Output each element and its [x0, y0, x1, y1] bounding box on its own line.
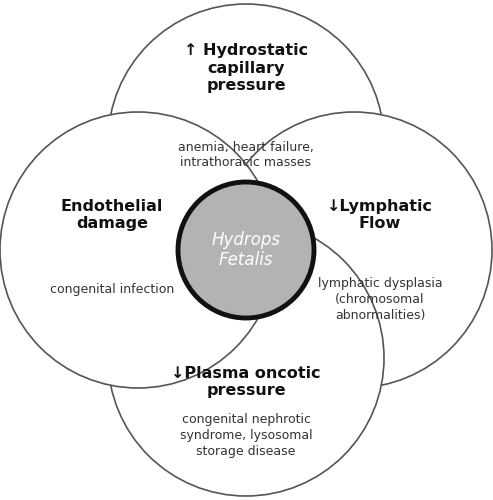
Circle shape — [108, 220, 384, 496]
Text: lymphatic dysplasia
(chromosomal
abnormalities): lymphatic dysplasia (chromosomal abnorma… — [317, 278, 442, 322]
Circle shape — [0, 112, 276, 388]
Text: Endothelial
damage: Endothelial damage — [61, 199, 163, 231]
Text: congenital nephrotic
syndrome, lysosomal
storage disease: congenital nephrotic syndrome, lysosomal… — [179, 412, 312, 458]
Text: Hydrops
Fetalis: Hydrops Fetalis — [211, 230, 281, 270]
Text: ↑ Hydrostatic
capillary
pressure: ↑ Hydrostatic capillary pressure — [184, 43, 308, 93]
Text: ↓Plasma oncotic
pressure: ↓Plasma oncotic pressure — [171, 366, 321, 398]
Text: congenital infection: congenital infection — [50, 284, 174, 296]
Text: ↓Lymphatic
Flow: ↓Lymphatic Flow — [327, 199, 433, 231]
Circle shape — [178, 182, 314, 318]
Circle shape — [108, 4, 384, 280]
Circle shape — [216, 112, 492, 388]
Text: anemia, heart failure,
intrathoracic masses: anemia, heart failure, intrathoracic mas… — [178, 140, 314, 170]
